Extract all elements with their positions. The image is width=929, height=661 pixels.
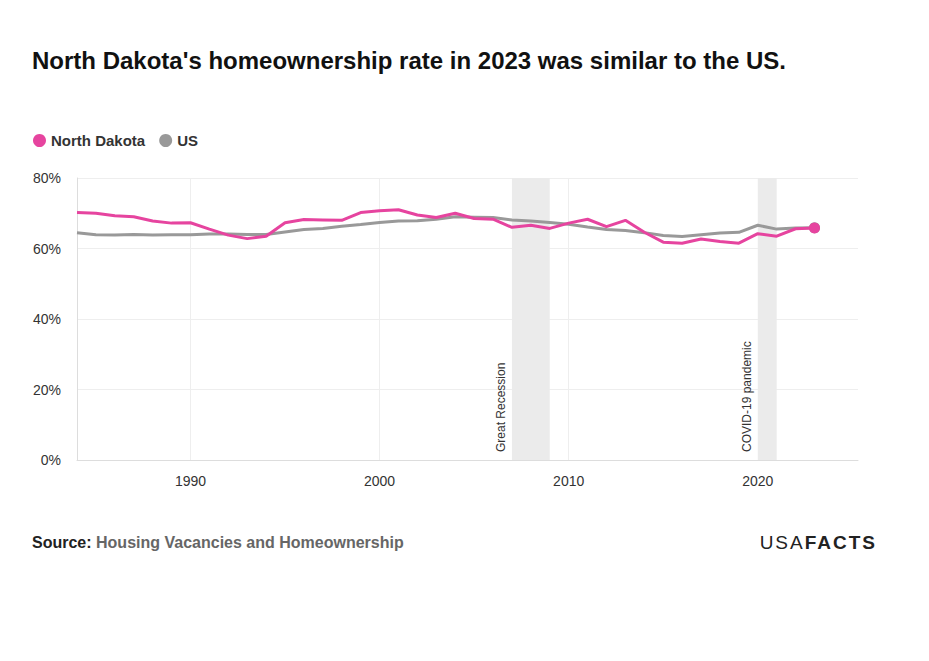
html-text:North Dakota's homeownership r: North Dakota's homeownership rate in 202…	[32, 47, 786, 74]
svg-text:60%: 60%	[33, 241, 61, 257]
svg-text:2000: 2000	[364, 473, 395, 489]
svg-text:COVID-19 pandemic: COVID-19 pandemic	[740, 341, 754, 452]
svg-text:20%: 20%	[33, 382, 61, 398]
svg-text:0%: 0%	[41, 452, 61, 468]
svg-text:1990: 1990	[175, 473, 206, 489]
html-text:Source: Housing Vacancies and: Source: Housing Vacancies and Homeowners…	[32, 534, 404, 551]
svg-text:North Dakota: North Dakota	[51, 132, 146, 149]
svg-text:80%: 80%	[33, 170, 61, 186]
svg-text:Great Recession: Great Recession	[494, 363, 508, 452]
svg-text:2010: 2010	[553, 473, 584, 489]
svg-text:2020: 2020	[742, 473, 773, 489]
html-text:USA FACTS: USA FACTS	[759, 532, 877, 553]
svg-text:US: US	[177, 132, 198, 149]
svg-text:40%: 40%	[33, 311, 61, 327]
